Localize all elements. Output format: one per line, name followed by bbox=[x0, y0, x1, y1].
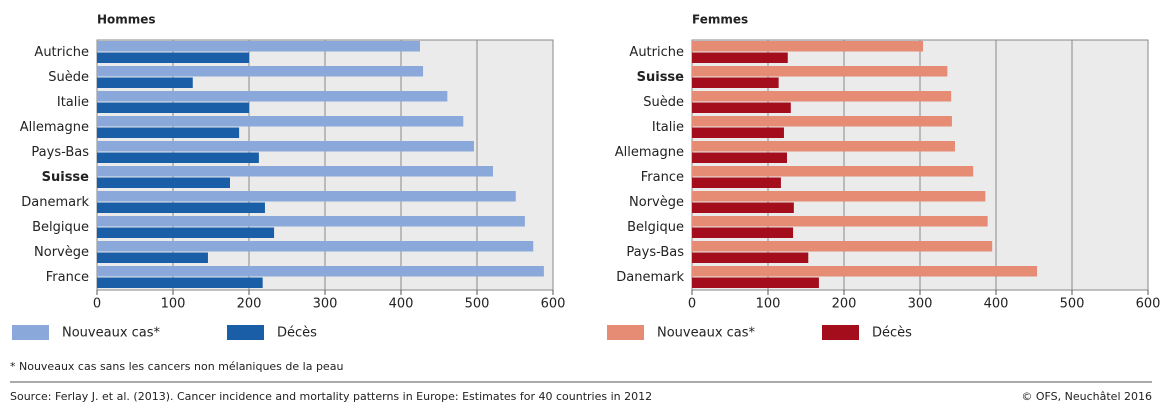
bar bbox=[97, 191, 516, 202]
y-tick-label: Suisse bbox=[42, 170, 90, 185]
bar bbox=[692, 91, 952, 102]
legend-swatch bbox=[12, 325, 49, 340]
y-tick-label: Allemagne bbox=[20, 120, 89, 135]
x-tick-label: 500 bbox=[465, 297, 490, 312]
bar bbox=[97, 227, 275, 238]
bar bbox=[692, 202, 794, 213]
y-tick-label: Autriche bbox=[629, 45, 684, 60]
x-tick-label: 600 bbox=[541, 297, 566, 312]
y-tick-label: Suède bbox=[48, 70, 89, 85]
bar bbox=[692, 252, 809, 263]
bar bbox=[692, 166, 974, 177]
bar bbox=[692, 102, 791, 113]
y-tick-label: Pays-Bas bbox=[31, 145, 89, 160]
legend-swatch bbox=[227, 325, 264, 340]
bar bbox=[692, 277, 819, 288]
chart-title: Femmes bbox=[692, 13, 748, 27]
bar bbox=[692, 127, 784, 138]
bar bbox=[97, 52, 249, 63]
source: Source: Ferlay J. et al. (2013). Cancer … bbox=[10, 390, 652, 403]
y-tick-label: Belgique bbox=[32, 220, 89, 235]
bar bbox=[97, 141, 474, 152]
y-tick-label: Italie bbox=[652, 120, 684, 135]
bar bbox=[97, 102, 249, 113]
bar bbox=[97, 127, 240, 138]
x-tick-label: 100 bbox=[161, 297, 186, 312]
bar bbox=[97, 202, 265, 213]
bar bbox=[97, 116, 464, 127]
y-tick-label: Norvège bbox=[629, 195, 684, 210]
x-tick-label: 600 bbox=[1136, 297, 1161, 312]
legend-label: Nouveaux cas* bbox=[657, 326, 756, 341]
bar bbox=[97, 177, 230, 188]
bar bbox=[692, 241, 993, 252]
bar bbox=[97, 66, 424, 77]
x-tick-label: 500 bbox=[1060, 297, 1085, 312]
y-tick-label: Suède bbox=[643, 95, 684, 110]
legend-swatch bbox=[822, 325, 859, 340]
y-tick-label: Autriche bbox=[34, 45, 89, 60]
bar bbox=[692, 191, 986, 202]
bar bbox=[692, 116, 952, 127]
y-tick-label: Norvège bbox=[34, 245, 89, 260]
legend-label: Décès bbox=[277, 326, 317, 341]
x-tick-label: 100 bbox=[756, 297, 781, 312]
bar bbox=[692, 141, 955, 152]
bar bbox=[692, 216, 988, 227]
y-tick-label: Danemark bbox=[616, 270, 684, 285]
bar bbox=[97, 277, 263, 288]
y-tick-label: Italie bbox=[57, 95, 89, 110]
bar bbox=[97, 241, 534, 252]
x-tick-label: 200 bbox=[832, 297, 857, 312]
bar bbox=[97, 252, 208, 263]
bar bbox=[692, 66, 948, 77]
bar bbox=[692, 266, 1038, 277]
y-tick-label: France bbox=[641, 170, 684, 185]
x-tick-label: 400 bbox=[389, 297, 414, 312]
x-tick-label: 300 bbox=[908, 297, 933, 312]
y-tick-label: Allemagne bbox=[615, 145, 684, 160]
bar bbox=[97, 41, 420, 52]
bar bbox=[97, 216, 525, 227]
bar bbox=[97, 266, 544, 277]
bar bbox=[97, 77, 193, 88]
legend-label: Nouveaux cas* bbox=[62, 326, 161, 341]
bar bbox=[97, 91, 448, 102]
legend-label: Décès bbox=[872, 326, 912, 341]
x-tick-label: 0 bbox=[93, 297, 101, 312]
bar bbox=[692, 77, 779, 88]
footnote: * Nouveaux cas sans les cancers non méla… bbox=[10, 360, 343, 373]
y-tick-label: Danemark bbox=[21, 195, 89, 210]
copyright: © OFS, Neuchâtel 2016 bbox=[1021, 390, 1152, 403]
x-tick-label: 300 bbox=[313, 297, 338, 312]
bar bbox=[692, 227, 794, 238]
x-tick-label: 200 bbox=[237, 297, 262, 312]
y-tick-label: France bbox=[46, 270, 89, 285]
x-tick-label: 400 bbox=[984, 297, 1009, 312]
y-tick-label: Pays-Bas bbox=[626, 245, 684, 260]
bar bbox=[692, 41, 924, 52]
bar bbox=[97, 166, 493, 177]
bar bbox=[97, 152, 259, 163]
legend-swatch bbox=[607, 325, 644, 340]
y-tick-label: Suisse bbox=[637, 70, 685, 85]
bar bbox=[692, 152, 787, 163]
bar bbox=[692, 52, 788, 63]
bar bbox=[692, 177, 781, 188]
y-tick-label: Belgique bbox=[627, 220, 684, 235]
chart-title: Hommes bbox=[97, 13, 156, 27]
x-tick-label: 0 bbox=[688, 297, 696, 312]
